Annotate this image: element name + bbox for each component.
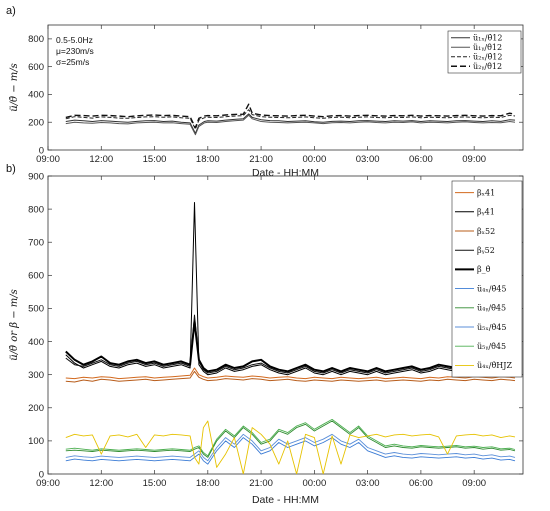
x-tick-label: 18:00 — [196, 478, 220, 489]
y-axis-label: ü/θ̇ or β − m/s — [9, 289, 20, 361]
x-tick-label: 09:00 — [36, 154, 60, 165]
legend-entry: ü₅ₓ/θ̇45 — [477, 323, 506, 332]
x-tick-label: 00:00 — [302, 154, 326, 165]
y-tick-label: 100 — [28, 436, 44, 447]
x-tick-label: 06:00 — [409, 154, 433, 165]
series-line-2 — [65, 114, 516, 136]
x-tick-label: 21:00 — [249, 154, 273, 165]
panel-a: 0 200 400 600 800 09:00 12:00 15:00 18:00 21:00 00… — [6, 5, 524, 179]
y-tick-label: 400 — [28, 90, 44, 101]
y-tick-label: 400 — [28, 337, 44, 348]
series-line-3 — [65, 370, 516, 383]
x-tick-label: 00:00 — [302, 478, 326, 489]
series-line-1 — [65, 367, 516, 380]
panel-label: b) — [6, 163, 16, 175]
series-line-3 — [65, 109, 516, 130]
y-tick-label: 500 — [28, 304, 44, 315]
x-tick-label: 09:00 — [462, 154, 486, 165]
x-tick-label: 18:00 — [196, 154, 220, 165]
legend-entry: β_θ̇ — [477, 265, 491, 274]
series-line-1 — [65, 113, 516, 134]
legend-entry: βᵧ41 — [477, 208, 495, 217]
plot-frame — [47, 175, 524, 475]
y-tick-label: 600 — [28, 271, 44, 282]
y-tick-label: 700 — [28, 238, 44, 249]
panel-label: a) — [6, 5, 16, 17]
legend-entry: βᵧ52 — [477, 246, 495, 255]
x-tick-label: 06:00 — [409, 478, 433, 489]
legend-entry: ü₂ᵧ/θ̇12 — [473, 62, 502, 71]
x-tick-label: 15:00 — [143, 154, 167, 165]
legend-entry: ü₅ᵧ/θ̇45 — [477, 342, 506, 351]
x-tick-label: 21:00 — [249, 478, 273, 489]
series-line-5 — [65, 320, 516, 373]
annotation-text: μ=230m/s — [56, 46, 94, 56]
x-tick-label: 09:00 — [36, 478, 60, 489]
y-axis-label: ü/θ̇ − m/s — [9, 63, 20, 112]
legend-entry: ü₄ᵧ/θ̇45 — [477, 304, 506, 313]
legend-entry: ü₄ₓ/θ̇HJZ — [477, 361, 512, 370]
annotation-text: σ=25m/s — [56, 57, 89, 67]
series-line-7 — [65, 420, 516, 458]
x-tick-label: 12:00 — [89, 478, 113, 489]
series-line-2 — [65, 202, 516, 376]
series-line-4 — [65, 314, 516, 374]
series-line-4 — [65, 103, 516, 129]
legend-entry: ü₁ᵧ/θ̇12 — [473, 43, 502, 52]
y-tick-label: 300 — [28, 370, 44, 381]
plot-frame — [47, 24, 524, 151]
x-tick-label: 15:00 — [143, 478, 167, 489]
panel-b: 0 100 200 300 400 500 600 700 800 900 09:00 12:00 15… — [6, 163, 524, 506]
x-tick-label: 12:00 — [89, 154, 113, 165]
series-line-9 — [65, 418, 516, 457]
y-tick-label: 0 — [39, 469, 44, 480]
legend-entry: βₓ41 — [477, 188, 495, 197]
x-tick-label: 03:00 — [356, 154, 380, 165]
series-line-10 — [65, 420, 516, 474]
legend-entry: ü₄ₓ/θ̇45 — [477, 284, 506, 293]
y-tick-label: 200 — [28, 403, 44, 414]
x-axis-label: Date - HH:MM — [252, 494, 319, 506]
series-line-8 — [65, 433, 516, 462]
legend-entry: ü₁ₓ/θ̇12 — [473, 34, 502, 43]
y-tick-label: 600 — [28, 62, 44, 73]
y-tick-label: 800 — [28, 34, 44, 45]
y-tick-label: 800 — [28, 204, 44, 215]
x-tick-label: 03:00 — [356, 478, 380, 489]
x-tick-label: 09:00 — [462, 478, 486, 489]
y-tick-label: 200 — [28, 118, 44, 129]
annotation-text: 0.5-5.0Hz — [56, 35, 93, 45]
y-tick-label: 0 — [39, 145, 44, 156]
legend-entry: ü₂ₓ/θ̇12 — [473, 53, 502, 62]
series-line-6 — [65, 437, 516, 465]
legend-entry: βₓ52 — [477, 227, 495, 236]
y-tick-label: 900 — [28, 171, 44, 182]
legend-box — [451, 180, 523, 378]
